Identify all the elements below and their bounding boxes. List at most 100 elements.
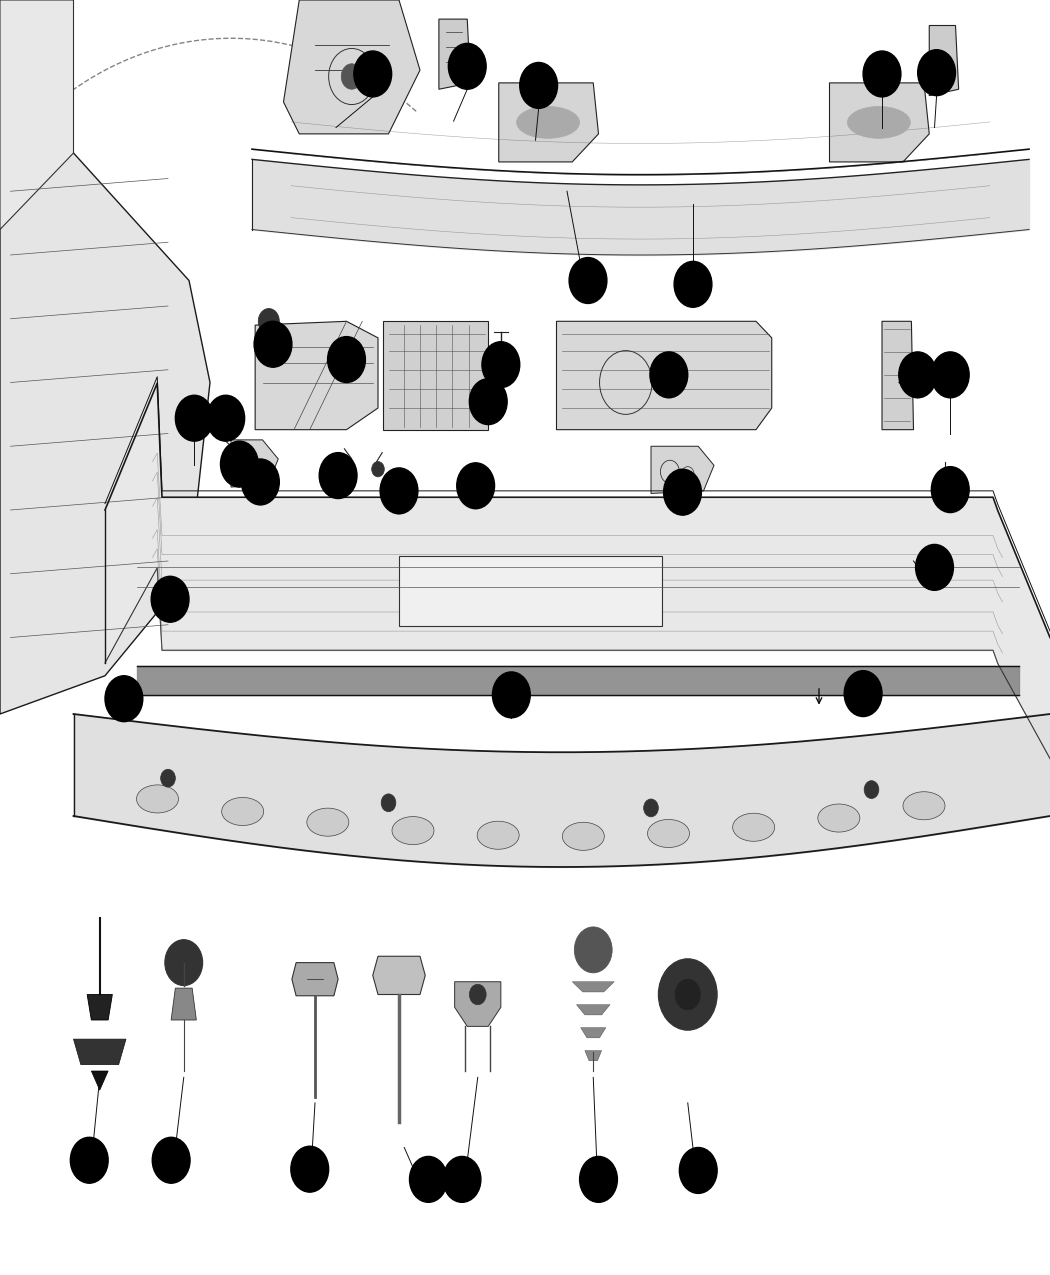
Polygon shape <box>74 1039 126 1065</box>
Polygon shape <box>651 446 714 493</box>
Circle shape <box>443 1156 481 1202</box>
Circle shape <box>340 458 353 473</box>
Circle shape <box>918 50 956 96</box>
Circle shape <box>70 1137 108 1183</box>
Circle shape <box>844 671 882 717</box>
Circle shape <box>469 379 507 425</box>
Polygon shape <box>284 0 420 134</box>
Text: 20: 20 <box>454 1173 470 1186</box>
Circle shape <box>254 321 292 367</box>
Circle shape <box>372 462 384 477</box>
Text: 23: 23 <box>265 338 281 351</box>
Text: 13: 13 <box>81 1154 98 1167</box>
Circle shape <box>354 51 392 97</box>
Circle shape <box>931 352 969 398</box>
Text: 9: 9 <box>369 68 377 80</box>
Text: 7: 7 <box>166 593 174 606</box>
Text: 1: 1 <box>930 561 939 574</box>
Circle shape <box>105 676 143 722</box>
Circle shape <box>448 43 486 89</box>
Circle shape <box>220 441 258 487</box>
Circle shape <box>469 984 486 1005</box>
Polygon shape <box>499 83 598 162</box>
Circle shape <box>381 794 396 812</box>
Text: 22: 22 <box>909 368 926 381</box>
Text: 2: 2 <box>222 412 230 425</box>
Text: 17: 17 <box>690 1164 707 1177</box>
Circle shape <box>863 51 901 97</box>
Ellipse shape <box>903 792 945 820</box>
Text: 6: 6 <box>120 692 128 705</box>
Ellipse shape <box>477 821 519 849</box>
Circle shape <box>864 780 879 798</box>
Ellipse shape <box>563 822 605 850</box>
Ellipse shape <box>136 785 178 813</box>
Ellipse shape <box>307 808 349 836</box>
Polygon shape <box>87 994 112 1020</box>
Text: 9: 9 <box>306 1163 314 1176</box>
Polygon shape <box>171 988 196 1020</box>
Polygon shape <box>882 321 914 430</box>
Circle shape <box>931 467 969 513</box>
Polygon shape <box>383 321 488 430</box>
Polygon shape <box>255 321 378 430</box>
Ellipse shape <box>733 813 775 842</box>
Circle shape <box>675 979 700 1010</box>
Polygon shape <box>439 19 470 89</box>
Circle shape <box>937 484 953 505</box>
Circle shape <box>679 1148 717 1193</box>
Text: 5: 5 <box>678 486 687 499</box>
Ellipse shape <box>392 816 434 844</box>
Polygon shape <box>572 982 614 992</box>
Circle shape <box>151 576 189 622</box>
Text: 4: 4 <box>665 368 673 381</box>
Text: 13: 13 <box>503 688 520 701</box>
Text: 12: 12 <box>459 60 476 73</box>
Circle shape <box>457 463 495 509</box>
Circle shape <box>574 927 612 973</box>
Circle shape <box>492 672 530 718</box>
Text: 20: 20 <box>231 458 248 470</box>
Polygon shape <box>455 982 501 1026</box>
Text: 5: 5 <box>256 476 265 488</box>
Circle shape <box>152 1137 190 1183</box>
Text: 21: 21 <box>942 483 959 496</box>
Ellipse shape <box>517 106 580 138</box>
Polygon shape <box>373 956 425 994</box>
Circle shape <box>482 342 520 388</box>
Polygon shape <box>581 1028 606 1038</box>
Text: 18: 18 <box>492 358 509 371</box>
Circle shape <box>258 309 279 334</box>
Text: 24: 24 <box>186 412 203 425</box>
Polygon shape <box>0 0 74 230</box>
Circle shape <box>569 258 607 303</box>
Text: 11: 11 <box>685 278 701 291</box>
Circle shape <box>291 1146 329 1192</box>
Polygon shape <box>91 1071 108 1090</box>
Polygon shape <box>830 83 929 162</box>
Text: 15: 15 <box>391 484 407 497</box>
Circle shape <box>242 459 279 505</box>
Text: 4: 4 <box>342 353 351 366</box>
Polygon shape <box>929 26 959 96</box>
Text: 2: 2 <box>946 368 954 381</box>
Ellipse shape <box>847 106 910 138</box>
Circle shape <box>916 544 953 590</box>
Text: 8: 8 <box>859 687 867 700</box>
Circle shape <box>165 940 203 986</box>
Circle shape <box>175 395 213 441</box>
Text: 14: 14 <box>874 68 890 80</box>
Text: 19: 19 <box>420 1173 437 1186</box>
Circle shape <box>490 354 511 380</box>
Circle shape <box>207 395 245 441</box>
Text: 12: 12 <box>928 66 945 79</box>
Circle shape <box>650 352 688 398</box>
Ellipse shape <box>648 820 690 848</box>
Circle shape <box>580 1156 617 1202</box>
Circle shape <box>520 62 558 108</box>
Circle shape <box>319 453 357 499</box>
Circle shape <box>410 1156 447 1202</box>
Text: 17: 17 <box>480 395 497 408</box>
Bar <box>399 556 662 626</box>
Circle shape <box>658 959 717 1030</box>
